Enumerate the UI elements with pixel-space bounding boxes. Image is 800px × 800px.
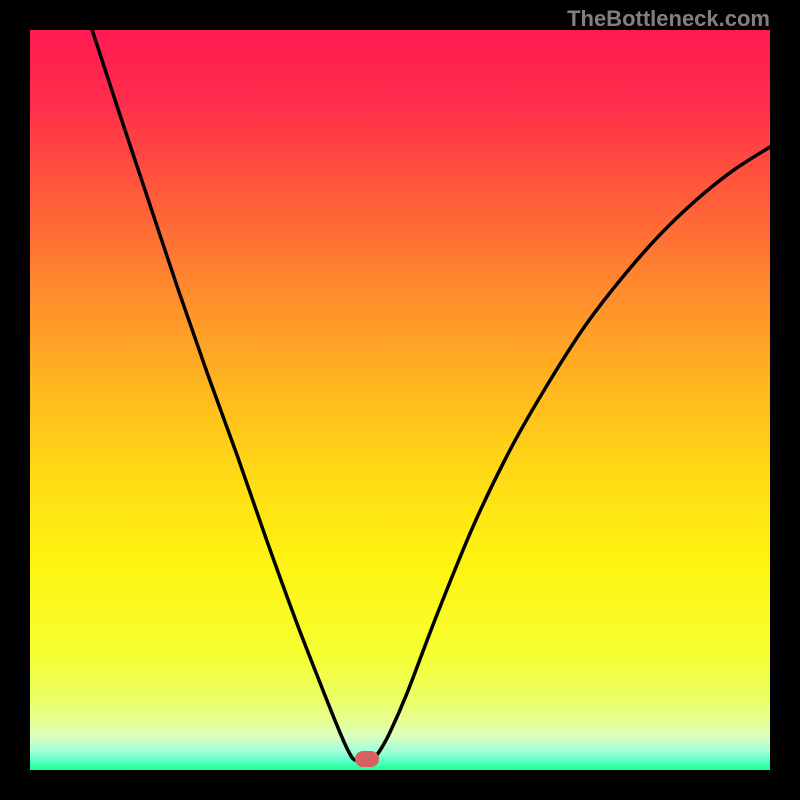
gradient-background: [30, 30, 770, 770]
plot-area: [30, 30, 770, 770]
watermark-text: TheBottleneck.com: [567, 6, 770, 32]
optimal-point-marker: [355, 751, 379, 767]
